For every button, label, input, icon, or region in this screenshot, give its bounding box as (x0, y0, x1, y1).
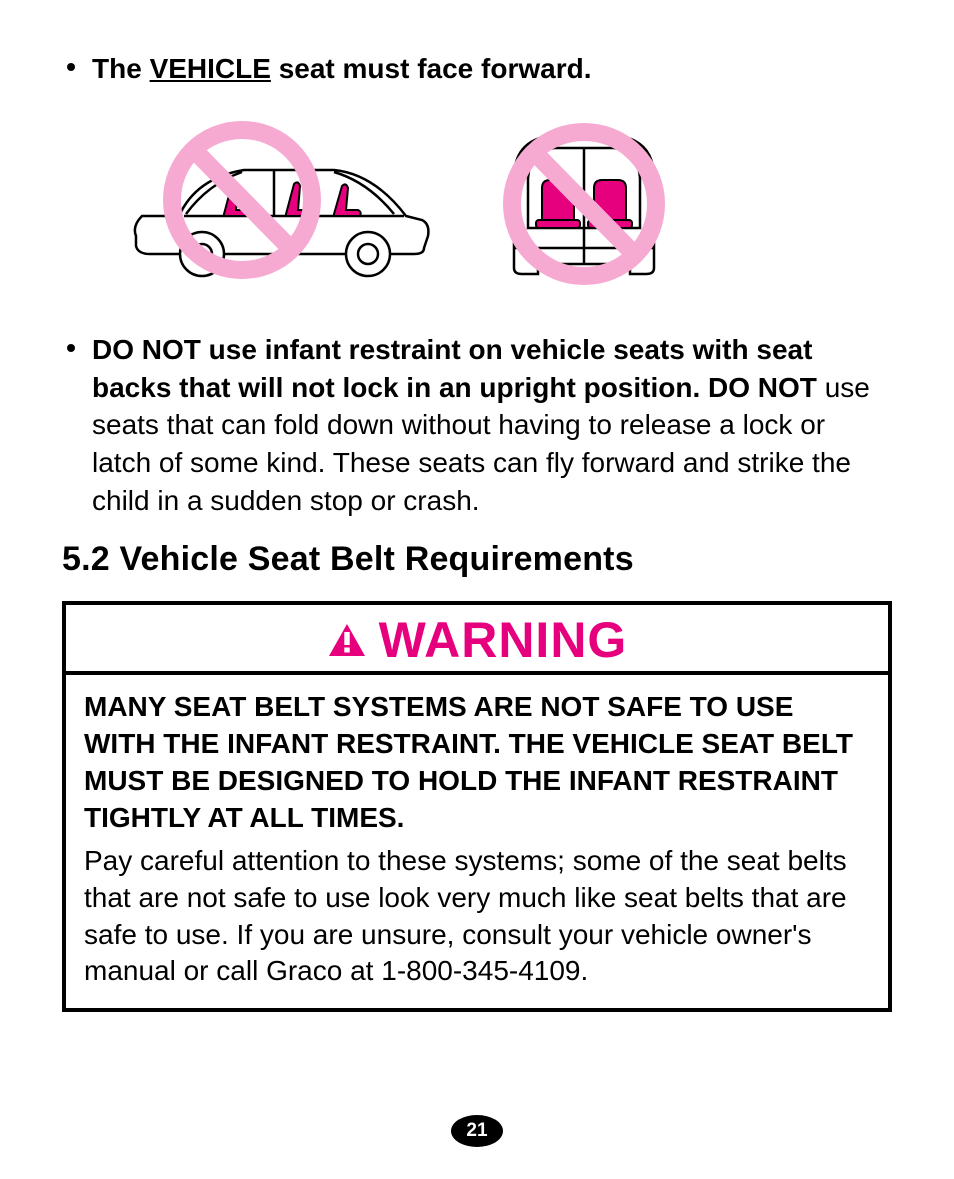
warning-body: MANY SEAT BELT SYSTEMS ARE NOT SAFE TO U… (66, 675, 888, 1009)
page-number: 21 (451, 1115, 503, 1147)
warning-label: WARNING (379, 615, 628, 665)
bullet-text-1: The VEHICLE seat must face forward. (92, 50, 892, 88)
warning-body-paragraph: Pay careful attention to these systems; … (84, 843, 870, 991)
bullet1-prefix: The (92, 53, 150, 84)
warning-header: WARNING (66, 605, 888, 675)
bullet2-bold: DO NOT use infant restraint on vehicle s… (92, 334, 817, 403)
warning-bold-paragraph: MANY SEAT BELT SYSTEMS ARE NOT SAFE TO U… (84, 689, 870, 837)
page-number-oval: 21 (451, 1115, 503, 1147)
diagram-sideview (124, 108, 434, 303)
diagram-row (124, 108, 892, 303)
bullet-item-1: • The VEHICLE seat must face forward. (62, 50, 892, 88)
section-heading: 5.2 Vehicle Seat Belt Requirements (62, 540, 892, 579)
bullet-dot: • (62, 50, 80, 84)
diagram-rearview (484, 108, 684, 303)
manual-page: • The VEHICLE seat must face forward. (0, 0, 954, 1179)
bullet1-suffix: seat must face forward. (271, 53, 592, 84)
warning-box: WARNING MANY SEAT BELT SYSTEMS ARE NOT S… (62, 601, 892, 1013)
bullet-item-2: • DO NOT use infant restraint on vehicle… (62, 331, 892, 520)
bullet1-vehicle: VEHICLE (150, 53, 271, 84)
warning-triangle-icon (327, 622, 367, 658)
bullet-dot: • (62, 331, 80, 365)
page-number-text: 21 (466, 1120, 487, 1142)
bullet-text-2: DO NOT use infant restraint on vehicle s… (92, 331, 892, 520)
